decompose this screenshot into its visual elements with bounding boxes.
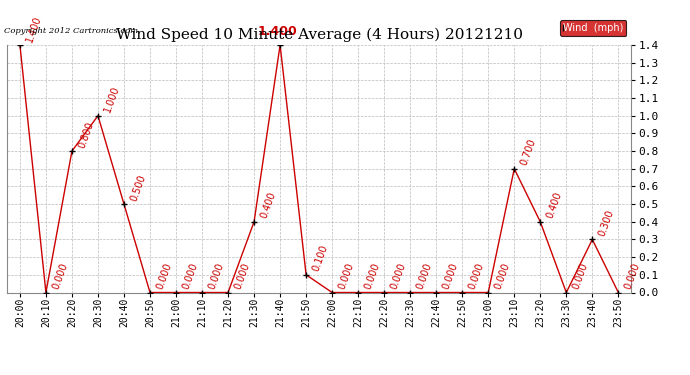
Text: 1.000: 1.000	[103, 85, 121, 114]
Text: 0.000: 0.000	[207, 261, 226, 291]
Legend: Wind  (mph): Wind (mph)	[560, 20, 627, 36]
Text: 0.700: 0.700	[519, 138, 538, 167]
Text: 1.400: 1.400	[25, 14, 43, 43]
Text: 0.000: 0.000	[493, 261, 512, 291]
Text: 0.000: 0.000	[50, 261, 70, 291]
Text: 0.400: 0.400	[259, 191, 277, 220]
Text: 0.000: 0.000	[415, 261, 434, 291]
Text: 0.000: 0.000	[233, 261, 252, 291]
Text: 0.000: 0.000	[155, 261, 173, 291]
Text: 0.100: 0.100	[310, 244, 330, 273]
Text: 1.400: 1.400	[257, 25, 297, 38]
Text: 0.800: 0.800	[77, 120, 95, 149]
Title: Wind Speed 10 Minute Average (4 Hours) 20121210: Wind Speed 10 Minute Average (4 Hours) 2…	[116, 28, 522, 42]
Text: 0.000: 0.000	[571, 261, 590, 291]
Text: 0.000: 0.000	[441, 261, 460, 291]
Text: 0.000: 0.000	[467, 261, 486, 291]
Text: 0.000: 0.000	[389, 261, 408, 291]
Text: 0.000: 0.000	[623, 261, 642, 291]
Text: Copyright 2012 Cartronics.com: Copyright 2012 Cartronics.com	[3, 27, 138, 35]
Text: 0.000: 0.000	[337, 261, 355, 291]
Text: 0.000: 0.000	[181, 261, 199, 291]
Text: 0.300: 0.300	[597, 209, 615, 238]
Text: 0.400: 0.400	[545, 191, 564, 220]
Text: 0.500: 0.500	[128, 173, 148, 202]
Text: 0.000: 0.000	[363, 261, 382, 291]
